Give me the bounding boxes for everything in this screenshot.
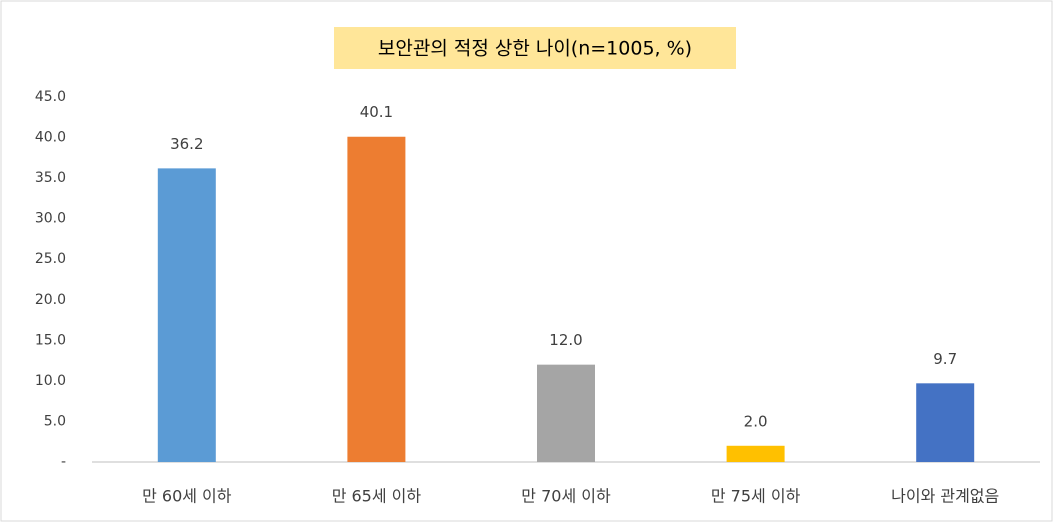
x-tick-label: 만 60세 이하 bbox=[142, 487, 232, 506]
y-tick-label: 15.0 bbox=[35, 332, 66, 348]
bar bbox=[916, 383, 975, 462]
bar bbox=[157, 168, 216, 462]
y-tick-label: 20.0 bbox=[35, 292, 66, 308]
bar bbox=[726, 445, 785, 462]
title-box bbox=[334, 27, 736, 69]
y-tick-label: 35.0 bbox=[35, 170, 66, 186]
data-label: 2.0 bbox=[744, 412, 768, 430]
chart-title: 보안관의 적정 상한 나이(n=1005, %) bbox=[378, 38, 692, 60]
data-label: 9.7 bbox=[933, 350, 957, 368]
bar bbox=[347, 136, 406, 462]
x-tick-label: 만 70세 이하 bbox=[521, 487, 611, 506]
data-label: 12.0 bbox=[549, 331, 582, 349]
y-tick-label: 10.0 bbox=[35, 373, 66, 389]
data-label: 40.1 bbox=[360, 103, 393, 121]
y-tick-label: 30.0 bbox=[35, 211, 66, 227]
bar bbox=[537, 364, 595, 462]
y-tick-label: 25.0 bbox=[35, 251, 66, 267]
y-tick-label: 5.0 bbox=[44, 413, 66, 429]
x-tick-label: 나이와 관계없음 bbox=[891, 487, 999, 506]
y-tick-label: - bbox=[61, 454, 66, 470]
x-tick-label: 만 65세 이하 bbox=[332, 487, 422, 506]
y-tick-label: 40.0 bbox=[35, 130, 66, 146]
x-tick-label: 만 75세 이하 bbox=[711, 487, 801, 506]
y-tick-label: 45.0 bbox=[35, 89, 66, 105]
data-label: 36.2 bbox=[170, 135, 203, 153]
